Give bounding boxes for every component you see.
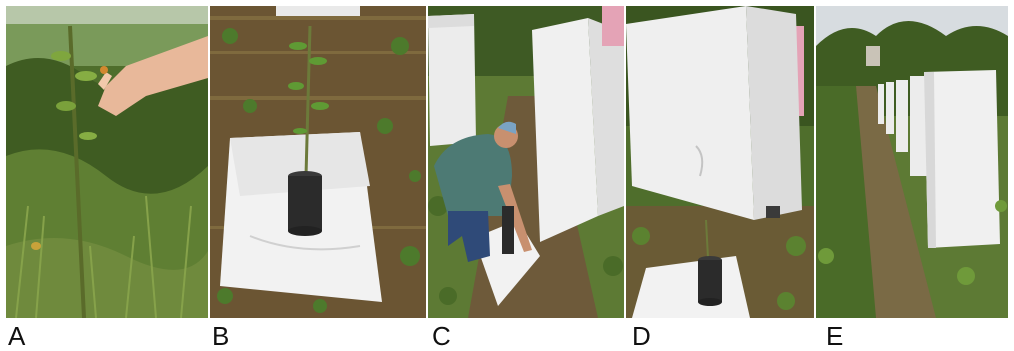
photo-c-worker-placing-sheet [428,6,624,318]
photo-b-sheet-around-pot [210,6,426,318]
photo-panel-a [6,6,208,318]
panel-label-e: E [826,321,844,351]
photo-d-lowering-cage [626,6,814,318]
photo-panel-b [210,6,426,318]
photo-a-seedling-in-field [6,6,208,318]
panel-label-b: B [212,321,230,351]
panel-label-a: A [8,321,26,351]
panel-label-c: C [432,321,451,351]
photo-e-row-of-cages [816,6,1008,318]
photo-panel-e [816,6,1008,318]
photo-panel-d [626,6,814,318]
panel-label-d: D [632,321,651,351]
photo-panel-c [428,6,624,318]
